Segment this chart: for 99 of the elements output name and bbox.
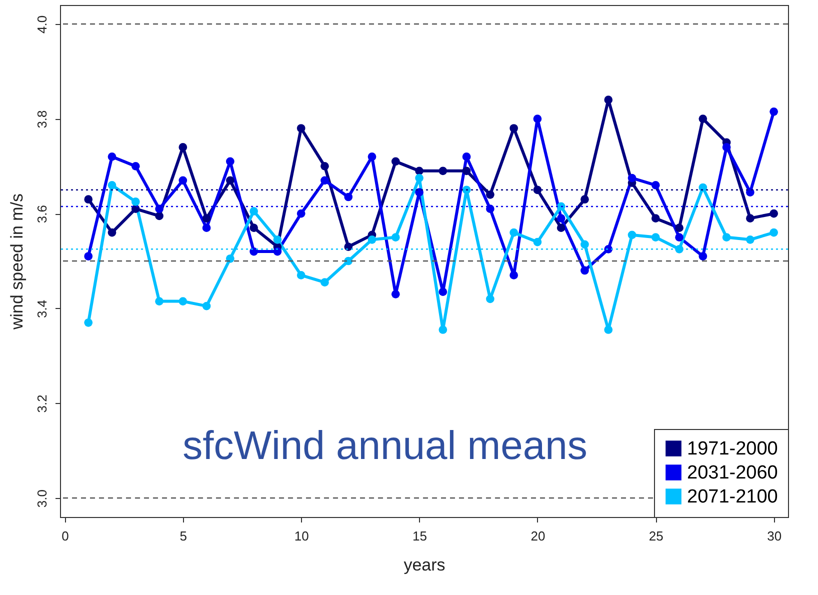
point (462, 152, 471, 161)
point (651, 214, 660, 223)
point (698, 183, 708, 192)
point (320, 162, 329, 170)
point (580, 195, 589, 204)
legend-label: 2031-2060 (687, 462, 778, 484)
point (108, 152, 116, 161)
y-tick-label: 3.2 (34, 394, 50, 413)
point (651, 233, 660, 242)
point (155, 212, 164, 220)
point (344, 192, 353, 202)
x-tick-label: 0 (62, 528, 69, 544)
point (510, 228, 518, 237)
point (391, 290, 400, 298)
point (155, 297, 164, 306)
point (580, 240, 589, 249)
point (226, 157, 234, 166)
y-tick-label: 3.0 (34, 490, 50, 508)
point (533, 186, 542, 194)
x-tick-label: 5 (180, 528, 188, 544)
point (178, 297, 188, 306)
point (178, 176, 188, 185)
y-tick-label: 3.6 (34, 205, 50, 224)
point (250, 224, 258, 232)
point (651, 180, 660, 190)
point (462, 186, 471, 194)
point (675, 224, 684, 232)
point (250, 207, 258, 216)
x-tick-label: 15 (412, 528, 428, 544)
point (415, 166, 424, 176)
point (438, 326, 448, 334)
point (178, 143, 188, 152)
point (486, 294, 494, 304)
y-axis-title: wind speed in m/s (8, 193, 26, 331)
point (320, 176, 329, 185)
point (108, 228, 116, 237)
y-tick-label: 4.0 (34, 15, 50, 34)
point (226, 254, 234, 263)
point (108, 180, 116, 190)
point (698, 252, 708, 260)
point (722, 143, 731, 152)
point (556, 202, 566, 211)
point (84, 252, 93, 260)
legend-label: 1971-2000 (687, 438, 778, 460)
point (533, 238, 542, 246)
point (510, 271, 518, 280)
point (770, 228, 778, 237)
point (84, 318, 93, 327)
x-tick-label: 30 (767, 528, 782, 544)
point (273, 235, 282, 244)
point (320, 278, 329, 287)
x-axis-title: years (404, 556, 446, 574)
point (604, 96, 613, 104)
point (580, 266, 589, 275)
point (296, 271, 306, 280)
point (746, 214, 754, 223)
point (556, 214, 566, 223)
point (770, 107, 778, 116)
point (675, 233, 684, 242)
point (415, 174, 424, 182)
point (368, 152, 376, 161)
point (462, 166, 471, 176)
annotation: sfcWind annual means (182, 424, 588, 468)
y-tick-label: 3.4 (34, 300, 50, 318)
point (155, 204, 164, 214)
point (438, 288, 448, 296)
point (722, 233, 731, 242)
point (368, 235, 376, 244)
point (84, 195, 93, 204)
point (131, 198, 140, 206)
point (486, 190, 494, 199)
point (698, 114, 708, 123)
point (533, 114, 542, 123)
point (131, 162, 140, 170)
point (746, 188, 754, 196)
point (226, 176, 234, 185)
point (202, 224, 211, 232)
point (510, 124, 518, 132)
point (746, 235, 754, 244)
point (604, 326, 613, 334)
point (344, 242, 353, 251)
x-tick-label: 25 (648, 528, 664, 544)
x-tick-label: 20 (530, 528, 546, 544)
y-tick-label: 3.8 (34, 110, 50, 128)
point (628, 174, 636, 182)
point (486, 204, 494, 214)
point (391, 157, 400, 166)
point (202, 214, 211, 223)
point (770, 209, 778, 218)
point (391, 233, 400, 242)
point (296, 209, 306, 218)
legend-label: 2071-2100 (687, 486, 778, 508)
point (628, 230, 636, 240)
point (202, 302, 211, 310)
point (556, 224, 566, 232)
point (438, 166, 448, 176)
x-tick-label: 10 (294, 528, 309, 544)
point (273, 247, 282, 256)
point (296, 124, 306, 132)
